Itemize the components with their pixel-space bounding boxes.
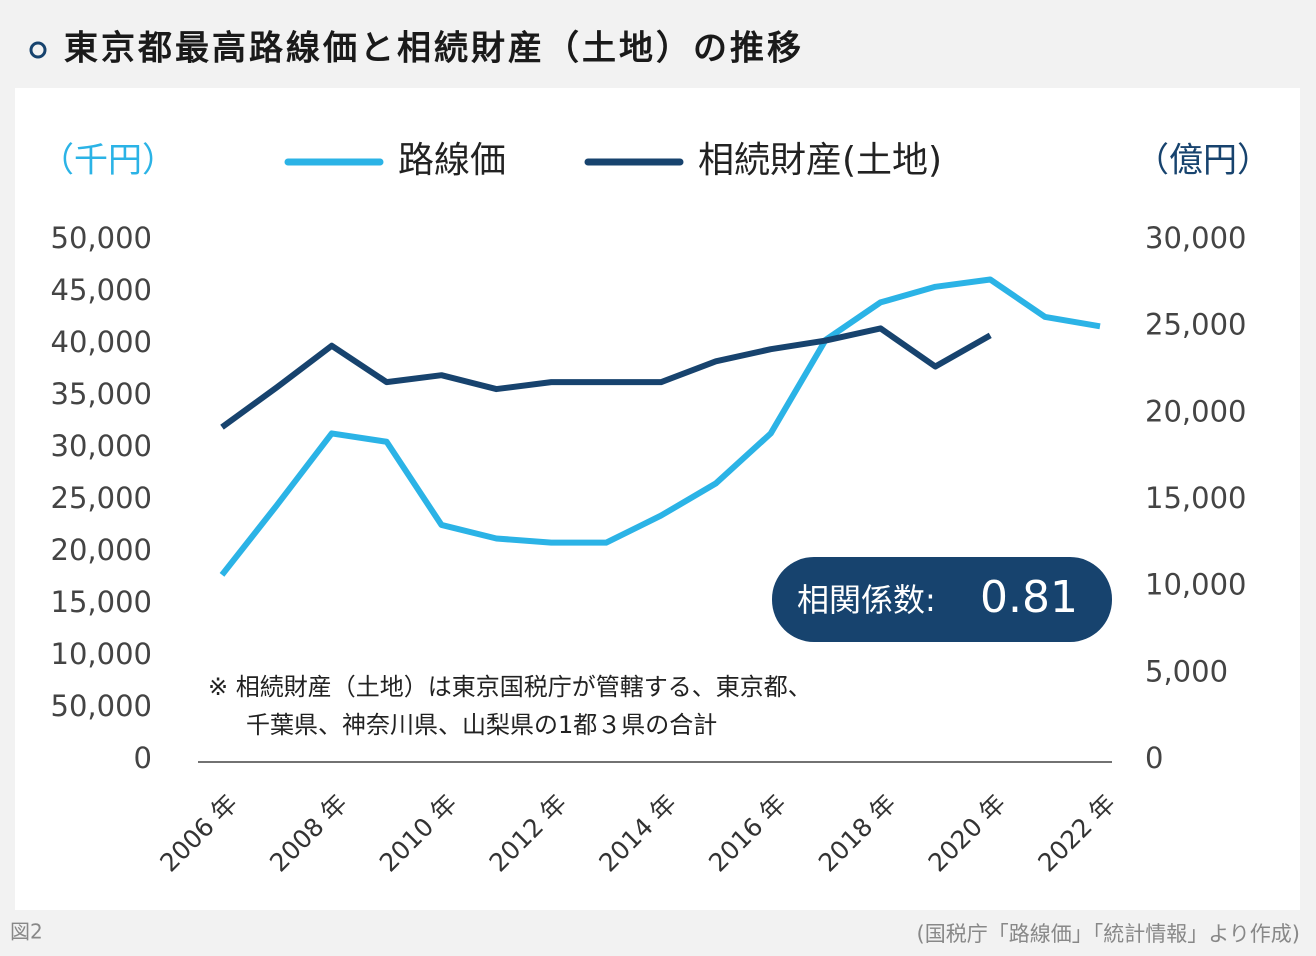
title-icon bbox=[29, 41, 47, 59]
panel bbox=[15, 88, 1300, 910]
y-tick-label: 40,000 bbox=[51, 325, 152, 359]
y-tick-label: 25,000 bbox=[51, 481, 152, 515]
line-series bbox=[219, 276, 1101, 577]
note: 千葉県、神奈川県、山梨県の1都３県の合計 bbox=[246, 711, 717, 739]
y2-tick-label: 10,000 bbox=[1145, 568, 1246, 602]
y2-tick-label: 25,000 bbox=[1145, 308, 1246, 342]
y2-tick-label: 0 bbox=[1145, 741, 1163, 775]
y2-tick-label: 15,000 bbox=[1145, 481, 1246, 515]
y-tick-label: 30,000 bbox=[51, 429, 152, 463]
y-tick-label: 20,000 bbox=[51, 533, 152, 567]
y-tick-label: 45,000 bbox=[51, 273, 152, 307]
source: (国税庁「路線価」「統計情報」より作成) bbox=[917, 922, 1300, 946]
y-axis-label: （千円） bbox=[40, 141, 176, 181]
annotation-value: 0.81 bbox=[980, 572, 1078, 623]
legend-label: 路線価 bbox=[398, 140, 506, 181]
figure-label: 図2 bbox=[10, 920, 43, 944]
annotation-label: 相関係数: bbox=[797, 581, 936, 619]
y-tick-label: 0 bbox=[134, 741, 152, 775]
y-tick-label: 50,000 bbox=[51, 221, 152, 255]
y-tick-label: 50,000 bbox=[51, 689, 152, 723]
y-tick-label: 15,000 bbox=[51, 585, 152, 619]
y2-tick-label: 20,000 bbox=[1145, 394, 1246, 428]
y2-tick-label: 30,000 bbox=[1145, 221, 1246, 255]
y2-tick-label: 5,000 bbox=[1145, 654, 1228, 688]
y-tick-label: 10,000 bbox=[51, 637, 152, 671]
chart-title: 東京都最高路線価と相続財産（土地）の推移 bbox=[64, 29, 804, 69]
y2-axis-label: （億円） bbox=[1135, 141, 1271, 181]
note: ※ 相続財産（土地）は東京国税庁が管轄する、東京都、 bbox=[208, 673, 812, 701]
annotation-box bbox=[772, 557, 1112, 642]
line-series bbox=[220, 325, 992, 430]
y-tick-label: 35,000 bbox=[51, 377, 152, 411]
legend-label: 相続財産(土地) bbox=[698, 140, 942, 181]
